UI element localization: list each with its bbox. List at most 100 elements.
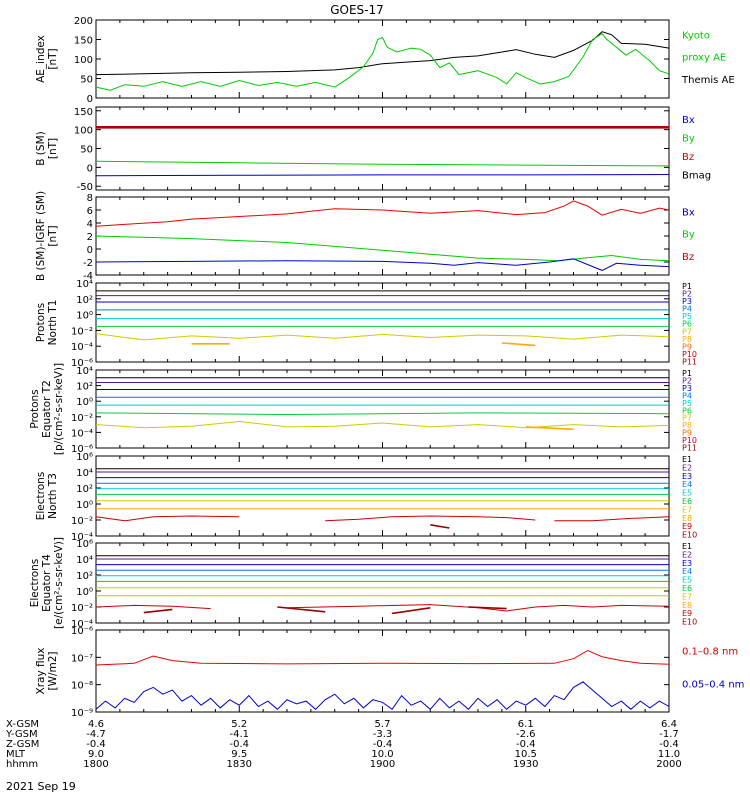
series-line-p7 [95,420,670,429]
legend-item: E7 [682,505,692,514]
orbit-value: -1.7 [659,729,679,740]
y-tick-label: -4 [83,271,93,282]
legend-item: E3 [682,472,692,481]
y-tick-label: 10⁻⁷ [71,653,93,664]
series-line-0-05-0-4-nm [95,681,670,711]
legend-item: Bz [682,252,694,263]
y-tick-label: 2 [87,232,93,243]
panel-1: 0 50 100 150 200 AE_index [nT] Kyoto proxy AE The… [35,16,735,105]
y-tick-label: 10⁴ [76,555,93,566]
orbit-value: 10.5 [515,749,537,760]
legend-item: P5 [682,312,692,321]
series-line-p8 [525,426,574,431]
legend-item: E9 [682,609,692,618]
legend-item: P11 [682,357,697,366]
y-tick-label: 100 [74,55,93,66]
orbit-value: -0.4 [659,739,679,750]
y-tick-label: 10² [76,484,93,495]
legend-item: E8 [682,601,692,610]
series-line-e10c [391,607,431,615]
legend-item: P3 [682,384,692,393]
legend-item: P8 [682,335,692,344]
series-line-e9 [95,604,211,610]
panel-frame [95,455,670,537]
orbit-value: 6.4 [661,719,677,730]
y-tick-label: 4 [87,219,93,230]
orbit-value: 6.1 [518,719,534,730]
legend-item: P6 [682,320,692,329]
y-tick-label: 0 [87,245,93,256]
y-axis-label: [p/(cm²-s-sr-keV)] [53,363,65,455]
orbit-row-label: hhmm [6,759,38,770]
y-tick-label: 10⁰ [76,500,93,511]
legend-item: E1 [682,455,692,464]
y-tick-label: 10⁻⁶ [71,626,93,637]
series-line-by [95,235,670,262]
orbit-value: -0.4 [373,739,393,750]
panel-4: 10⁻⁶ 10⁻⁴ 10⁻² 10⁰ 10² 10⁴ Protons North T1 P1P2… [35,279,697,369]
series-line-by [95,160,670,167]
y-tick-label: 100 [74,126,93,137]
orbit-value: 9.0 [88,749,104,760]
y-tick-label: 10⁴ [76,279,93,290]
series-line-e9b [286,604,670,612]
legend-item: E2 [682,550,692,559]
y-tick-label: 10⁻⁴ [71,428,93,439]
y-tick-label: -2 [83,258,93,269]
orbit-value: 2000 [656,759,681,770]
y-axis-label: B (SM)-IGRF (SM) [35,191,47,281]
legend-item: E6 [682,584,692,593]
legend-item: P7 [682,327,692,336]
orbit-value: 1830 [227,759,252,770]
series-line-bz [95,200,670,227]
panel-frame [95,196,670,276]
y-tick-label: 10⁻⁴ [71,619,93,630]
legend-item: By [682,134,695,145]
y-tick-label: 10² [76,382,93,393]
legend-item: P11 [682,444,697,453]
orbit-value: 11.0 [658,749,680,760]
legend-item: P8 [682,421,692,430]
y-tick-label: 10⁻⁶ [71,444,93,455]
legend-item: Bz [682,152,694,163]
panel-2: -50 0 50 100 150 B (SM) [nT] Bx By Bz Bmag [35,106,711,193]
y-axis-label: Electrons [35,472,47,521]
y-tick-label: 50 [80,75,93,86]
panel-5: 10⁻⁶ 10⁻⁴ 10⁻² 10⁰ 10² 10⁴ Protons Equator T2 [p… [29,363,697,455]
panel-frame [95,282,670,363]
series-line-themis-ae [95,31,670,76]
orbit-value: 9.5 [231,749,247,760]
orbit-row-label: Z-GSM [6,739,39,750]
legend-item: P10 [682,436,697,445]
legend-item: P10 [682,350,697,359]
y-axis-label: North T1 [47,300,59,346]
y-axis-label: [nT] [47,48,59,69]
y-tick-label: 10⁰ [76,397,93,408]
legend-item: E4 [682,567,692,576]
y-tick-label: 10⁻⁹ [71,708,93,719]
y-tick-label: 10⁻⁸ [71,681,93,692]
orbit-value: -4.7 [86,729,106,740]
y-tick-label: 10⁻² [71,413,93,424]
legend-item: P9 [682,429,692,438]
y-tick-label: 10⁻⁶ [71,358,93,369]
orbit-value: 5.2 [231,719,247,730]
y-tick-label: 50 [80,145,93,156]
orbit-value: 5.7 [375,719,391,730]
series-line-bx [95,174,670,177]
legend-item: E8 [682,514,692,523]
y-axis-label: B (SM) [35,131,47,165]
legend-item: P4 [682,305,692,314]
legend-item: Themis AE [681,75,735,86]
legend-item: E7 [682,592,692,601]
y-axis-label: [W/m2] [47,651,59,690]
y-tick-label: 10² [76,295,93,306]
legend-item: P2 [682,376,692,385]
series-line-p9 [501,342,536,347]
y-axis-label: [nT] [47,225,59,246]
series-line-p7 [95,333,670,341]
panel-3: -4 -2 0 2 4 6 8 B (SM)-IGRF (SM) [nT] Bx By Bz [35,191,695,282]
panel-frame [95,369,670,449]
